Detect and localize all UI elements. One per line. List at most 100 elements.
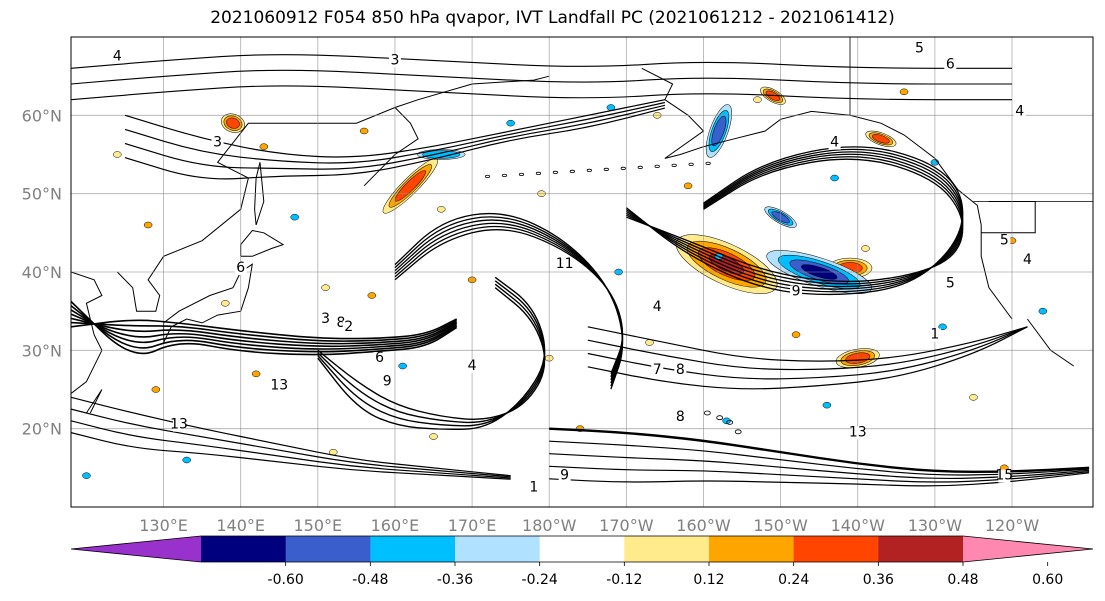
longitude-label: 130°W [908, 516, 963, 535]
aleutian-island [501, 173, 508, 178]
arctic-contour [71, 54, 1012, 69]
contour-label-bg [944, 58, 957, 72]
anomaly-speckle [113, 151, 122, 158]
contour-label: 4 [653, 299, 662, 315]
contour-label-bg [234, 262, 247, 275]
positive-anomaly [872, 134, 890, 144]
contour-label: 3 [390, 52, 399, 68]
swirl-contour [394, 212, 624, 390]
anomaly-speckle [367, 292, 377, 299]
longitude-label: 160°E [371, 516, 420, 535]
aleutian-island [620, 166, 626, 170]
contour-label: 15 [995, 468, 1013, 484]
contour-label-bg [1013, 105, 1026, 119]
graticule-layer [71, 37, 1093, 507]
contour-label-bg [913, 42, 926, 56]
map-frame [70, 36, 1094, 508]
jet-contour [71, 317, 458, 345]
arctic-contour [71, 69, 1012, 85]
aleutian-island [705, 161, 711, 165]
north-contour [124, 104, 666, 170]
contour-label: 5 [915, 41, 924, 57]
anomaly-speckle [969, 394, 978, 401]
aleutian-island [484, 174, 491, 179]
tropical-contour [71, 432, 511, 480]
north-contour [124, 99, 666, 158]
aleutian-island [603, 167, 609, 171]
tropical-contour [549, 472, 1090, 487]
alaska-coastline [641, 67, 705, 159]
contour-label: 13 [170, 417, 188, 433]
contour-label: 5 [946, 276, 955, 292]
longitude-label: 160°W [676, 516, 731, 535]
longitude-label: 150°E [293, 516, 342, 535]
longitude-label: 130°E [139, 516, 188, 535]
tropical-contour [549, 427, 1090, 474]
anomaly-speckle [221, 300, 230, 307]
anomaly-speckle [359, 127, 369, 135]
tropical-contour [549, 440, 1090, 476]
contour-label-bg [388, 54, 401, 68]
north-contour [124, 101, 666, 164]
contour-label-bg [944, 277, 957, 291]
aleutian-island [535, 171, 542, 176]
kamchatka-coastline [363, 107, 419, 187]
contour-label: 5 [1000, 233, 1009, 249]
anomaly-speckle [1038, 307, 1048, 315]
anomaly-speckle [143, 221, 153, 229]
contour-label-bg [558, 258, 571, 272]
contour-label: 4 [1015, 103, 1024, 119]
contour-label: 4 [468, 358, 477, 374]
aleutian-island [552, 170, 558, 175]
tropical-contour [71, 396, 511, 477]
subtropical-contour [587, 326, 1028, 371]
chart-title: 2021060912 F054 850 hPa qvapor, IVT Land… [210, 8, 895, 28]
longitude-label: 170°E [448, 516, 497, 535]
contour-label-bg [651, 301, 664, 315]
anomaly-speckle [398, 362, 407, 370]
aleutian-island [518, 172, 525, 177]
contour-label: 6 [946, 56, 955, 72]
contour-label-bg [674, 410, 687, 424]
tropical-contour [71, 408, 511, 478]
hawaii-island [716, 415, 724, 421]
aleutian-island [637, 165, 643, 169]
jet-contour [71, 309, 458, 350]
aleutian-island [569, 169, 575, 173]
contour-label-bg [674, 363, 687, 377]
jet-contour [71, 305, 458, 353]
ar-contour [625, 146, 964, 296]
aleutian-island [654, 164, 660, 168]
latitude-label: 60°N [22, 106, 62, 125]
contour-label: 6 [375, 350, 384, 366]
anomaly-speckle [753, 96, 762, 103]
anomaly-speckle [436, 206, 446, 213]
anomaly-speckle [151, 386, 161, 393]
contour-label-bg [373, 352, 386, 366]
contour-label-bg [466, 359, 479, 373]
longitude-label: 170°W [599, 516, 654, 535]
anomaly-speckle [938, 323, 947, 331]
anomaly-speckle [182, 456, 191, 464]
ivt-contour-layer [71, 54, 1090, 487]
contour-label: 1 [529, 479, 538, 495]
contour-label-bg [558, 469, 571, 483]
aleutian-island [688, 162, 694, 166]
contour-label: 9 [792, 284, 801, 300]
loop-contour [317, 276, 546, 431]
contour-label: 4 [1023, 252, 1032, 268]
positive-anomaly [226, 117, 240, 129]
anomaly-speckle [791, 331, 801, 338]
anomaly-speckle [82, 472, 91, 479]
contour-label: 4 [830, 135, 839, 151]
anomaly-speckle [321, 284, 330, 291]
longitude-label: 180°W [522, 516, 577, 535]
longitude-label: 150°W [753, 516, 808, 535]
longitude-labels: 130°E 140°E 150°E 160°E 170°E 180°W 170°W 160°W… [139, 516, 1039, 535]
subtropical-contour [587, 326, 1028, 362]
latitude-label: 20°N [22, 420, 62, 439]
arctic-contour [71, 85, 1012, 101]
contour-label-bg [319, 312, 332, 326]
jet-contour [71, 319, 458, 342]
